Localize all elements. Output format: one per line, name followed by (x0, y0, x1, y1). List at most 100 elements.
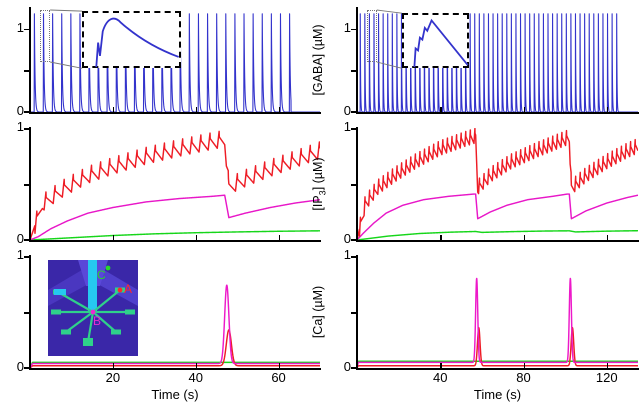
y-tick-ca-right-2 (351, 256, 357, 258)
morph-label-b: B (93, 314, 102, 328)
x-tick-gaba-left-2 (278, 107, 281, 113)
y-ticklabel-gaba-right-0: 0 (343, 103, 351, 118)
series-b-magenta- (357, 193, 638, 240)
x-tick-ca-right-0 (440, 363, 442, 369)
x-tick-gaba-right-2 (606, 107, 609, 113)
y-axis-line-gaba-left (29, 7, 31, 113)
inset-source-rect-gaba-right (366, 10, 377, 62)
y-tick-ip3-left-0 (24, 239, 30, 241)
y-tick-ip3-right-1 (351, 184, 357, 186)
y-ticklabel-ca-left-2: 1 (16, 247, 24, 262)
y-tick-ip3-left-1 (24, 184, 30, 186)
x-tick-ip3-right-1 (523, 235, 526, 241)
morph-label-a: A (124, 282, 133, 296)
y-tick-gaba-left-2 (24, 28, 30, 31)
y-ticklabel-ca-left-0: 0 (16, 359, 24, 374)
x-axis-line-gaba-left (29, 112, 321, 114)
x-tick-ca-right-2 (606, 363, 609, 369)
y-tick-ca-left-2 (24, 256, 30, 258)
traces-ip3-left (30, 130, 320, 240)
y-tick-ip3-left-2 (24, 128, 30, 130)
traces-ip3-right (357, 128, 638, 240)
y-tick-gaba-left-1 (24, 70, 30, 72)
x-tick-ca-left-1 (195, 363, 198, 369)
y-tick-gaba-right-1 (351, 70, 357, 72)
y-tick-ca-right-0 (351, 367, 357, 369)
morphology-inset (48, 260, 138, 356)
x-ticklabel-ca-left-2: 60 (271, 370, 286, 385)
y-ticklabel-ip3-left-2: 1 (16, 119, 24, 134)
x-axis-line-ca-right (356, 368, 639, 370)
series-a-red- (357, 128, 638, 240)
series-a-red- (30, 329, 320, 368)
gaba-pulse-zoom-trace (413, 18, 469, 68)
x-tick-ip3-left-0 (112, 235, 115, 241)
plot-area-ip3-right (357, 128, 638, 240)
y-ticklabel-ip3-right-2: 1 (343, 119, 351, 134)
y-axis-label-ca-right: [Ca] (µM) (311, 285, 325, 339)
x-axis-line-gaba-right (356, 112, 639, 114)
series-a-red- (357, 326, 638, 368)
traces-ca-left (30, 284, 320, 368)
series-a-red- (30, 130, 320, 240)
y-ticklabel-ip3-right-0: 0 (343, 231, 351, 246)
gaba-pulse-zoom-trace (95, 17, 180, 68)
x-tick-gaba-right-0 (440, 107, 442, 113)
gaba-inset-gaba-right (401, 13, 470, 69)
x-ticklabel-ca-right-1: 80 (516, 370, 531, 385)
y-tick-gaba-right-0 (351, 111, 357, 113)
y-ticklabel-gaba-right-2: 1 (343, 19, 351, 35)
x-tick-gaba-left-0 (112, 107, 115, 113)
y-tick-ca-left-0 (24, 367, 30, 369)
x-tick-ca-left-0 (112, 363, 115, 369)
y-tick-ca-left-1 (24, 312, 30, 314)
x-axis-line-ip3-left (29, 240, 321, 242)
series-c-green- (357, 360, 638, 368)
x-ticklabel-ca-right-2: 120 (595, 370, 618, 385)
x-axis-line-ip3-right (356, 240, 639, 242)
y-ticklabel-gaba-left-0: 0 (16, 103, 24, 118)
x-tick-ca-right-1 (523, 363, 526, 369)
series-c-green- (30, 361, 320, 368)
series-c-green- (30, 230, 320, 240)
series-c-green- (357, 229, 638, 240)
x-tick-ip3-left-2 (278, 235, 281, 241)
x-axis-label-ca-right: Time (s) (473, 387, 522, 402)
y-tick-ip3-right-0 (351, 239, 357, 241)
x-tick-gaba-right-1 (523, 107, 526, 113)
y-axis-line-gaba-right (356, 7, 358, 113)
x-axis-line-ca-left (29, 368, 321, 370)
y-tick-gaba-left-0 (24, 111, 30, 113)
y-ticklabel-gaba-left-2: 1 (16, 19, 24, 35)
y-ticklabel-ca-right-2: 1 (343, 247, 351, 262)
x-tick-ip3-left-1 (195, 235, 198, 241)
series-b-magenta- (30, 284, 320, 368)
traces-ca-right (357, 277, 638, 368)
x-ticklabel-ca-left-1: 40 (188, 370, 203, 385)
traces-gaba-left (30, 13, 320, 112)
y-ticklabel-ca-right-0: 0 (343, 359, 351, 374)
plot-area-ca-left (30, 256, 320, 368)
y-tick-gaba-right-2 (351, 28, 357, 31)
y-tick-ca-right-1 (351, 312, 357, 314)
x-tick-gaba-left-1 (195, 107, 198, 113)
morph-label-c: C (97, 268, 106, 282)
y-ticklabel-ip3-left-0: 0 (16, 231, 24, 246)
inset-source-rect-gaba-left (40, 10, 51, 62)
plot-area-ip3-left (30, 128, 320, 240)
series-b-magenta- (357, 277, 638, 368)
series-gaba-pulses (30, 13, 320, 112)
x-ticklabel-ca-left-0: 20 (105, 370, 121, 385)
gaba-inset-gaba-left (82, 11, 181, 69)
series-b-magenta- (30, 194, 320, 240)
x-tick-ip3-right-2 (606, 235, 609, 241)
x-axis-label-ca-left: Time (s) (151, 387, 199, 402)
plot-area-ca-right (357, 256, 638, 368)
x-tick-ca-left-2 (278, 363, 281, 369)
x-tick-ip3-right-0 (440, 235, 442, 241)
